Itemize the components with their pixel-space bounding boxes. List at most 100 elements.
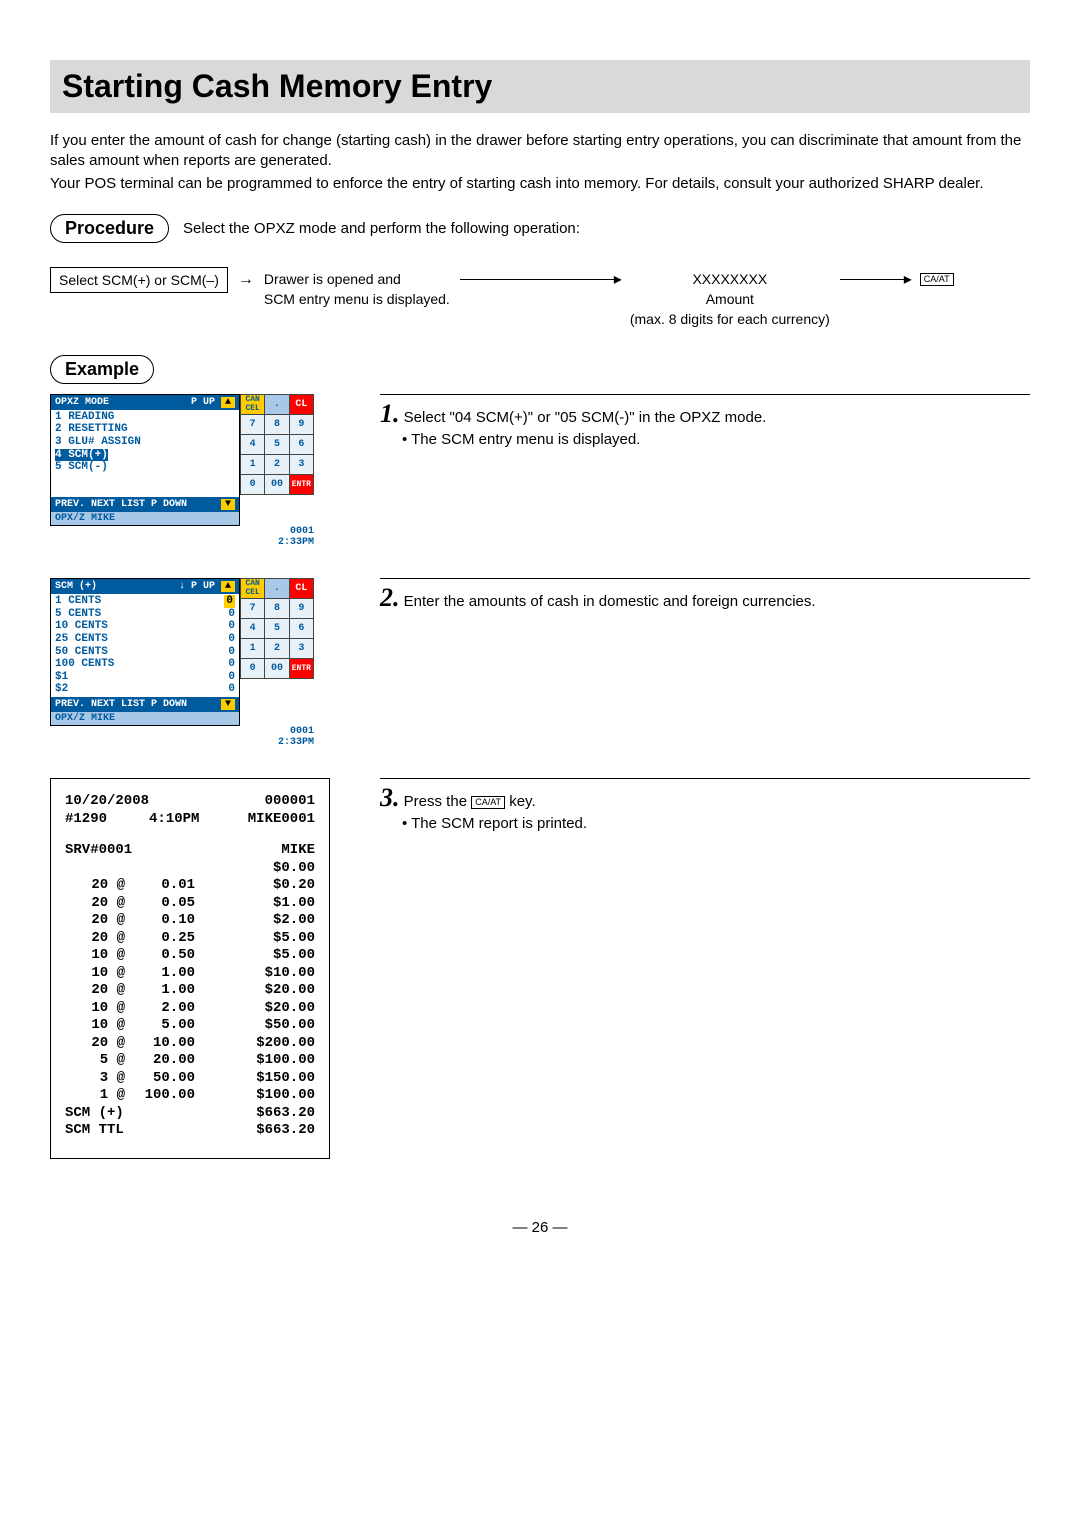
pos2-row: 10 CENTS0 — [55, 620, 235, 633]
key-clear[interactable]: CL — [289, 578, 313, 598]
pos1-selected-row: 4 SCM(+) — [55, 449, 108, 462]
receipt-line: 10 @2.00$20.00 — [65, 1000, 315, 1018]
key-8[interactable]: 8 — [265, 414, 289, 434]
up-arrow-icon: ▲ — [221, 397, 235, 408]
down-arrow-icon: ▼ — [221, 699, 235, 710]
pos2-status-r2: 2:33PM — [278, 737, 314, 748]
key-7[interactable]: 7 — [241, 414, 265, 434]
arrow-icon: ▸ — [904, 269, 912, 289]
pos2-row: 100 CENTS0 — [55, 658, 235, 671]
key-8[interactable]: 8 — [265, 598, 289, 618]
pos1-row: 1 READING — [55, 411, 235, 424]
receipt-term: #1290 — [65, 811, 107, 827]
step-3-text-a: Press the — [404, 793, 472, 810]
receipt-line: 10 @0.50$5.00 — [65, 947, 315, 965]
key-9[interactable]: 9 — [289, 414, 313, 434]
key-00[interactable]: 00 — [265, 474, 289, 494]
receipt-line: 20 @0.25$5.00 — [65, 930, 315, 948]
procedure-label: Procedure — [50, 214, 169, 243]
pos2-row: 5 CENTS0 — [55, 608, 235, 621]
receipt-line: 20 @10.00$200.00 — [65, 1035, 315, 1053]
title-bar: Starting Cash Memory Entry — [50, 60, 1030, 113]
pos2-header-left: SCM (+) — [55, 581, 97, 592]
receipt-srv: SRV#0001 — [65, 842, 132, 860]
key-1[interactable]: 1 — [241, 638, 265, 658]
key-3[interactable]: 3 — [289, 638, 313, 658]
intro-text: If you enter the amount of cash for chan… — [50, 131, 1030, 194]
step-2-text: Enter the amounts of cash in domestic an… — [404, 593, 816, 610]
intro-p2: Your POS terminal can be programmed to e… — [50, 174, 1030, 194]
receipt-user: MIKE0001 — [248, 811, 315, 829]
receipt-line: 20 @1.00$20.00 — [65, 982, 315, 1000]
page-number: — 26 — — [50, 1219, 1030, 1236]
pos2-status-left: OPX/Z MIKE — [55, 713, 115, 724]
key-2[interactable]: 2 — [265, 638, 289, 658]
pos1-row: 2 RESETTING — [55, 423, 235, 436]
key-7[interactable]: 7 — [241, 598, 265, 618]
step-2: 2. Enter the amounts of cash in domestic… — [380, 578, 1030, 613]
example-label: Example — [50, 355, 154, 384]
flow-step1b: SCM entry menu is displayed. — [264, 287, 450, 307]
receipt-line: 1 @100.00$100.00 — [65, 1087, 315, 1105]
receipt-name: MIKE — [281, 842, 315, 860]
pos1-header-mid: P UP — [191, 397, 215, 408]
step-3-block: 10/20/2008 000001 #1290 4:10PM MIKE0001 SR… — [50, 778, 1030, 1159]
receipt-seq: 000001 — [265, 793, 315, 811]
receipt-time: 4:10PM — [149, 811, 199, 827]
key-0[interactable]: 0 — [241, 474, 265, 494]
pos2-row: 50 CENTS0 — [55, 646, 235, 659]
key-3[interactable]: 3 — [289, 454, 313, 474]
key-6[interactable]: 6 — [289, 618, 313, 638]
step-1-num: 1. — [380, 399, 400, 428]
procedure-text: Select the OPXZ mode and perform the fol… — [183, 220, 580, 237]
pos1-status-r2: 2:33PM — [278, 537, 314, 548]
pos2-row: $10 — [55, 671, 235, 684]
key-0[interactable]: 0 — [241, 658, 265, 678]
receipt-line: 5 @20.00$100.00 — [65, 1052, 315, 1070]
example-row: Example — [50, 355, 1030, 384]
key-enter[interactable]: ENTR — [289, 474, 313, 494]
pos2-row: 25 CENTS0 — [55, 633, 235, 646]
pos-screen-1: OPXZ MODE P UP ▲ 1 READING 2 RESETTING 3… — [50, 394, 240, 526]
key-6[interactable]: 6 — [289, 434, 313, 454]
key-clear[interactable]: CL — [289, 394, 313, 414]
step-3-bullet: • The SCM report is printed. — [402, 815, 1030, 832]
key-4[interactable]: 4 — [241, 618, 265, 638]
key-4[interactable]: 4 — [241, 434, 265, 454]
key-2[interactable]: 2 — [265, 454, 289, 474]
pos2-status-r1: 0001 — [290, 726, 314, 737]
receipt-scm-plus-label: SCM (+) — [65, 1105, 124, 1123]
flow-max: (max. 8 digits for each currency) — [630, 307, 830, 327]
flow-step1a: Drawer is opened and — [264, 267, 450, 287]
receipt-line: 10 @1.00$10.00 — [65, 965, 315, 983]
receipt-scm-ttl-amt: $663.20 — [256, 1122, 315, 1140]
step-2-num: 2. — [380, 583, 400, 612]
key-9[interactable]: 9 — [289, 598, 313, 618]
key-cancel[interactable]: CANCEL — [241, 578, 265, 598]
step-3-num: 3. — [380, 783, 400, 812]
step-1: 1. Select "04 SCM(+)" or "05 SCM(-)" in … — [380, 394, 1030, 448]
key-5[interactable]: 5 — [265, 434, 289, 454]
step-1-text: Select "04 SCM(+)" or "05 SCM(-)" in the… — [404, 409, 767, 426]
key-1[interactable]: 1 — [241, 454, 265, 474]
step-1-block: OPXZ MODE P UP ▲ 1 READING 2 RESETTING 3… — [50, 394, 1030, 548]
key-enter[interactable]: ENTR — [289, 658, 313, 678]
key-dot[interactable]: . — [265, 578, 289, 598]
up-arrow-icon: ▲ — [221, 581, 235, 592]
receipt-date: 10/20/2008 — [65, 793, 149, 811]
pos2-footer: PREV. NEXT LIST P DOWN — [55, 699, 187, 710]
receipt-scm-ttl-label: SCM TTL — [65, 1122, 124, 1140]
keypad-2: CANCEL.CL 789 456 123 000ENTR — [240, 578, 314, 679]
page-title: Starting Cash Memory Entry — [62, 68, 1018, 105]
arrow-icon: → — [238, 267, 254, 289]
key-dot[interactable]: . — [265, 394, 289, 414]
key-5[interactable]: 5 — [265, 618, 289, 638]
pos1-status-r1: 0001 — [290, 526, 314, 537]
step-1-bullet: • The SCM entry menu is displayed. — [402, 431, 1030, 448]
key-cancel[interactable]: CANCEL — [241, 394, 265, 414]
receipt-scm-plus-amt: $663.20 — [256, 1105, 315, 1123]
step-2-block: SCM (+) ↓ P UP ▲ 1 CENTS05 CENTS010 CENT… — [50, 578, 1030, 748]
pos1-footer: PREV. NEXT LIST P DOWN — [55, 499, 187, 510]
key-00[interactable]: 00 — [265, 658, 289, 678]
intro-p1: If you enter the amount of cash for chan… — [50, 131, 1030, 172]
